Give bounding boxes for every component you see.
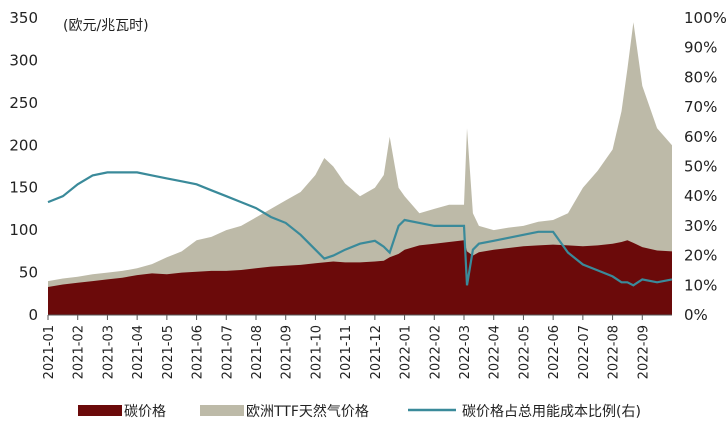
x-tick-label: 2022-02 xyxy=(428,325,443,379)
x-tick-label: 2022-09 xyxy=(636,325,651,379)
y-right-tick-label: 80% xyxy=(684,68,717,86)
legend-carbon-price: 碳价格 xyxy=(78,404,166,420)
carbon-cost-ratio-line xyxy=(47,171,673,287)
x-tick-label: 2021-12 xyxy=(369,325,384,379)
legend-label: 碳价格 xyxy=(124,404,166,420)
x-tick-label: 2022-01 xyxy=(399,325,414,379)
legend-label: 碳价格占总用能成本比例(右) xyxy=(462,404,641,420)
x-tick-label: 2021-06 xyxy=(191,325,206,379)
x-tick-label: 2021-05 xyxy=(161,325,176,379)
x-tick-label: 2021-08 xyxy=(250,325,265,379)
x-tick-label: 2022-07 xyxy=(577,325,592,379)
y-right-tick-label: 90% xyxy=(684,39,717,57)
y-right-tick-label: 20% xyxy=(684,247,717,265)
y-left-tick-label: 200 xyxy=(9,136,38,154)
y-left-tick-label: 250 xyxy=(9,94,38,112)
y-left-tick-label: 50 xyxy=(19,264,38,282)
x-tick-label: 2022-06 xyxy=(547,325,562,379)
y-axis-right: 0% 10% 20% 30% 40% 50% 60% 70% 80% 90% 100% xyxy=(684,9,727,324)
x-tick-label: 2022-08 xyxy=(607,325,622,379)
y-left-tick-label: 350 xyxy=(9,9,38,27)
ttf-gas-price-area xyxy=(48,22,672,315)
x-tick-label: 2021-10 xyxy=(309,325,324,379)
legend-carbon-cost-ratio: 碳价格占总用能成本比例(右) xyxy=(408,404,641,420)
unit-label: (欧元/兆瓦时) xyxy=(63,18,149,34)
y-left-tick-label: 150 xyxy=(9,179,38,197)
legend-ttf-gas-price: 欧洲TTF天然气价格 xyxy=(200,403,369,420)
legend-swatch xyxy=(200,405,244,416)
x-tick-label: 2021-09 xyxy=(280,325,295,379)
legend-swatch xyxy=(78,405,122,416)
x-tick-label: 2021-01 xyxy=(42,325,57,379)
y-right-tick-label: 70% xyxy=(684,98,717,116)
y-axis-left: 0 50 100 150 200 250 300 350 xyxy=(9,9,38,324)
y-left-tick-label: 300 xyxy=(9,51,38,69)
x-tick-label: 2022-05 xyxy=(517,325,532,379)
y-left-tick-label: 100 xyxy=(9,221,38,239)
x-tick-label: 2021-07 xyxy=(220,325,235,379)
y-right-tick-label: 100% xyxy=(684,9,727,27)
legend-label: 欧洲TTF天然气价格 xyxy=(246,403,369,420)
y-right-tick-label: 30% xyxy=(684,217,717,235)
y-right-tick-label: 10% xyxy=(684,276,717,294)
y-right-tick-label: 0% xyxy=(684,306,708,324)
y-left-tick-label: 0 xyxy=(28,306,38,324)
y-right-tick-label: 40% xyxy=(684,187,717,205)
legend: 碳价格 欧洲TTF天然气价格 碳价格占总用能成本比例(右) xyxy=(78,403,641,420)
x-axis: 2021-01 2021-02 2021-03 2021-04 2021-05 2021-… xyxy=(42,315,651,379)
y-right-tick-label: 50% xyxy=(684,158,717,176)
x-tick-label: 2021-03 xyxy=(101,325,116,379)
x-tick-label: 2022-04 xyxy=(488,325,503,379)
x-tick-label: 2021-04 xyxy=(131,325,146,379)
carbon-price-area xyxy=(48,240,672,315)
x-tick-label: 2021-11 xyxy=(339,325,354,379)
y-right-tick-label: 60% xyxy=(684,128,717,146)
plot-areas xyxy=(48,22,672,315)
x-tick-label: 2021-02 xyxy=(72,325,87,379)
plot-lines xyxy=(47,171,673,287)
x-tick-label: 2022-03 xyxy=(458,325,473,379)
